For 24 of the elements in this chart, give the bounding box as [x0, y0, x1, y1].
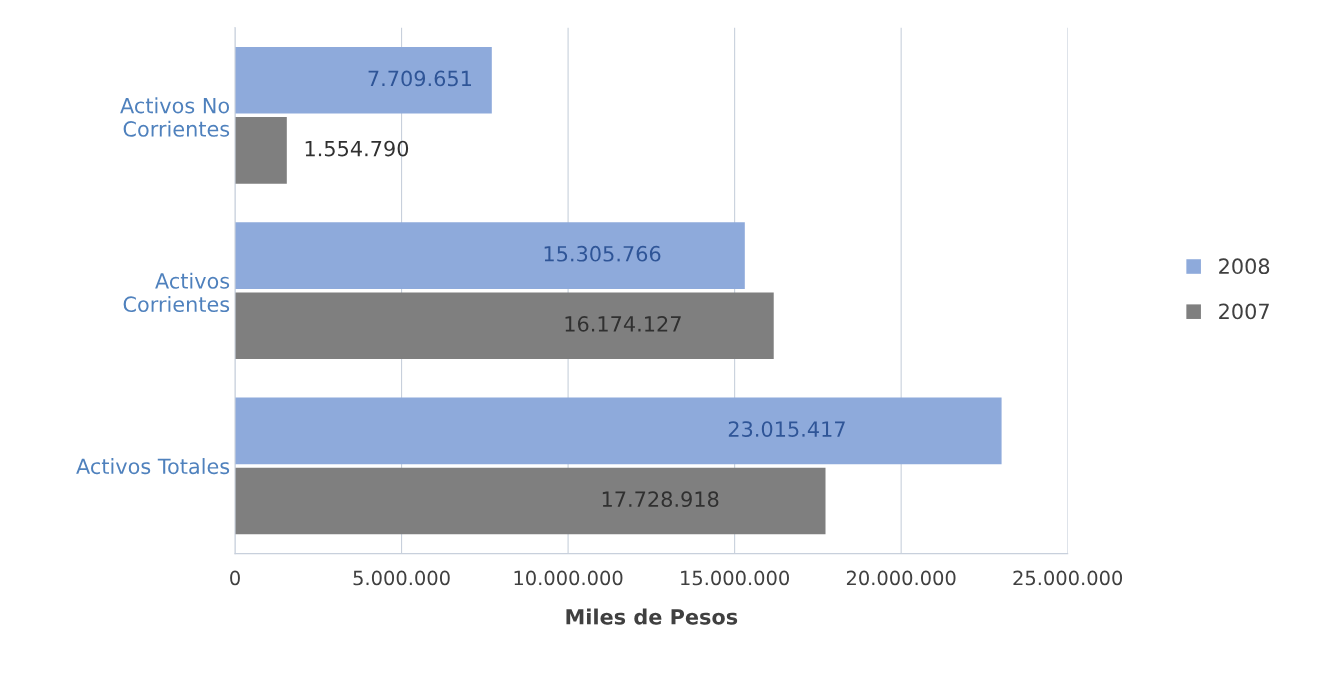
bar	[235, 397, 1002, 465]
x-tick-label: 5.000.000	[353, 570, 450, 586]
y-tick-label: Activos Corrientes	[123, 272, 230, 313]
bar	[235, 46, 492, 114]
data-label: 17.728.918	[602, 491, 719, 508]
bar	[235, 222, 745, 289]
legend-label: 2007	[1219, 303, 1269, 320]
x-tick-label: 15.000.000	[681, 570, 789, 586]
legend-label: 2008	[1219, 258, 1270, 275]
data-label: 16.174.127	[565, 315, 681, 332]
bar	[235, 117, 287, 184]
data-label: 23.015.417	[728, 421, 845, 437]
data-label: 15.305.766	[544, 245, 661, 262]
y-tick-label: Activos No Corrientes	[120, 97, 230, 137]
x-axis-title: Miles de Pesos	[566, 608, 738, 625]
y-tick-label: Activos Totales	[76, 458, 230, 475]
x-tick-label: 20.000.000	[846, 570, 956, 586]
bar	[235, 467, 826, 535]
data-label: 7.709.651	[368, 70, 471, 87]
x-tick-label: 25.000.000	[1013, 570, 1123, 586]
x-tick-label: 10.000.000	[514, 570, 623, 586]
x-tick-label: 0	[230, 570, 240, 586]
bar	[235, 292, 774, 360]
data-label: 1.554.790	[305, 140, 409, 157]
